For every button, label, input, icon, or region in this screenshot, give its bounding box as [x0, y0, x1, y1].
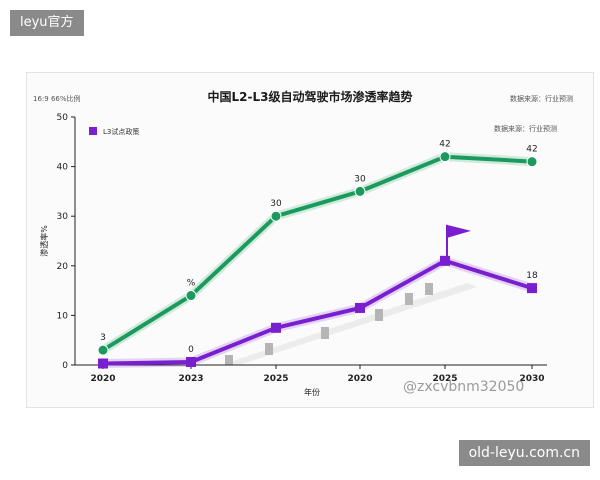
- x-ticks: 2020 2023 2025 2020 2025 2030: [90, 365, 545, 384]
- series-l3-point: [355, 302, 365, 313]
- chart-panel: 16:9 66%比例 中国L2-L3级自动驾驶市场渗透率趋势 数据来源：行业预测…: [26, 72, 594, 408]
- x-axis-label: 年份: [304, 387, 320, 397]
- y-tick-label: 10: [57, 311, 69, 321]
- series-l3-data-label: 18: [526, 271, 538, 281]
- watermark: @zxcvbnm32050: [403, 379, 524, 395]
- series-l2-data-label: 42: [526, 145, 537, 155]
- staircase-block: [265, 343, 273, 355]
- series-l3-line: [101, 258, 534, 366]
- series-l2-data-label: 3: [100, 333, 106, 343]
- series-l2-data-label: 30: [354, 174, 366, 184]
- series-l3-data-label: 0: [188, 345, 194, 355]
- series-layer: 3% 30 30 42 42 0 18: [97, 140, 538, 369]
- x-tick-label: 2025: [432, 374, 457, 384]
- staircase-block: [375, 309, 383, 321]
- series-l2-data-label: 42: [439, 140, 450, 150]
- staircase-block: [321, 327, 329, 339]
- series-l2-point: [354, 185, 366, 197]
- series-l2-line: [101, 154, 534, 353]
- flag-annotation: [446, 224, 471, 257]
- y-axis-label: 渗透率%: [39, 225, 49, 257]
- staircase-base: [227, 283, 477, 365]
- x-tick-label: 2020: [90, 374, 115, 384]
- source-top: 数据来源：行业预测: [510, 94, 573, 103]
- series-l2-data-label: %: [187, 279, 196, 289]
- series-l2-data-label: 30: [270, 199, 282, 209]
- chart-svg: 16:9 66%比例 中国L2-L3级自动驾驶市场渗透率趋势 数据来源：行业预测…: [33, 89, 573, 397]
- y-tick-label: 30: [57, 212, 69, 222]
- site-badge: old-leyu.com.cn: [458, 440, 590, 466]
- series-l3-point: [271, 322, 281, 333]
- source-inner: 数据来源：行业预测: [494, 124, 557, 133]
- y-tick-label: 0: [62, 361, 68, 371]
- chart-title: 中国L2-L3级自动驾驶市场渗透率趋势: [208, 89, 413, 104]
- staircase-block: [425, 283, 433, 295]
- series-l2-point: [185, 290, 197, 302]
- legend: L3试点政策: [89, 127, 139, 136]
- series-l3-point: [527, 283, 537, 294]
- axes: [74, 117, 547, 366]
- series-l3-point: [440, 255, 450, 266]
- x-tick-label: 2030: [519, 374, 544, 384]
- ratio-note: 16:9 66%比例: [33, 94, 81, 103]
- series-l2-point: [526, 156, 538, 168]
- y-tick-label: 50: [57, 113, 69, 123]
- series-l2-point: [270, 210, 282, 222]
- staircase-block: [225, 355, 233, 365]
- y-tick-label: 20: [57, 262, 69, 272]
- y-tick-label: 40: [57, 163, 69, 173]
- series-l3-point: [186, 357, 196, 368]
- x-tick-label: 2023: [178, 374, 203, 384]
- staircase-decoration: [225, 283, 477, 365]
- staircase-block: [405, 293, 413, 305]
- flag-banner: [447, 224, 471, 238]
- legend-swatch-l3: [89, 127, 97, 135]
- y-ticks: 0 10 20 30 40 50: [57, 113, 75, 371]
- series-l2-point: [439, 151, 451, 163]
- x-tick-label: 2025: [263, 374, 288, 384]
- x-tick-label: 2020: [347, 374, 372, 384]
- series-l2-point: [97, 344, 109, 356]
- brand-badge: leyu官方: [10, 10, 84, 36]
- series-l3-point: [98, 358, 108, 369]
- legend-label-l3: L3试点政策: [103, 127, 139, 136]
